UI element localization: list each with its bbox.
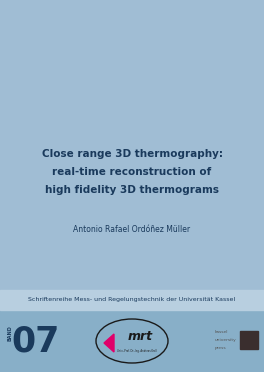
Text: BAND: BAND bbox=[7, 325, 12, 341]
Text: Schriftenreihe Mess- und Regelungstechnik der Universität Kassel: Schriftenreihe Mess- und Regelungstechni… bbox=[29, 298, 235, 302]
Text: Univ.-Prof. Dr.-Ing. Andreas Kroll: Univ.-Prof. Dr.-Ing. Andreas Kroll bbox=[117, 349, 157, 353]
Text: Antonio Rafael Ordóñez Müller: Antonio Rafael Ordóñez Müller bbox=[73, 225, 191, 234]
Text: university: university bbox=[215, 338, 237, 342]
Bar bbox=[0, 310, 264, 372]
Bar bbox=[240, 331, 258, 349]
Text: 07: 07 bbox=[12, 324, 60, 358]
Bar bbox=[0, 290, 264, 310]
Text: high fidelity 3D thermograms: high fidelity 3D thermograms bbox=[45, 185, 219, 195]
Text: Close range 3D thermography:: Close range 3D thermography: bbox=[41, 149, 223, 159]
Polygon shape bbox=[104, 334, 114, 352]
Text: mrt: mrt bbox=[128, 330, 153, 343]
Text: press: press bbox=[215, 346, 227, 350]
Bar bbox=[0, 0, 264, 310]
Text: kassel: kassel bbox=[215, 330, 229, 334]
Text: real-time reconstruction of: real-time reconstruction of bbox=[52, 167, 212, 177]
